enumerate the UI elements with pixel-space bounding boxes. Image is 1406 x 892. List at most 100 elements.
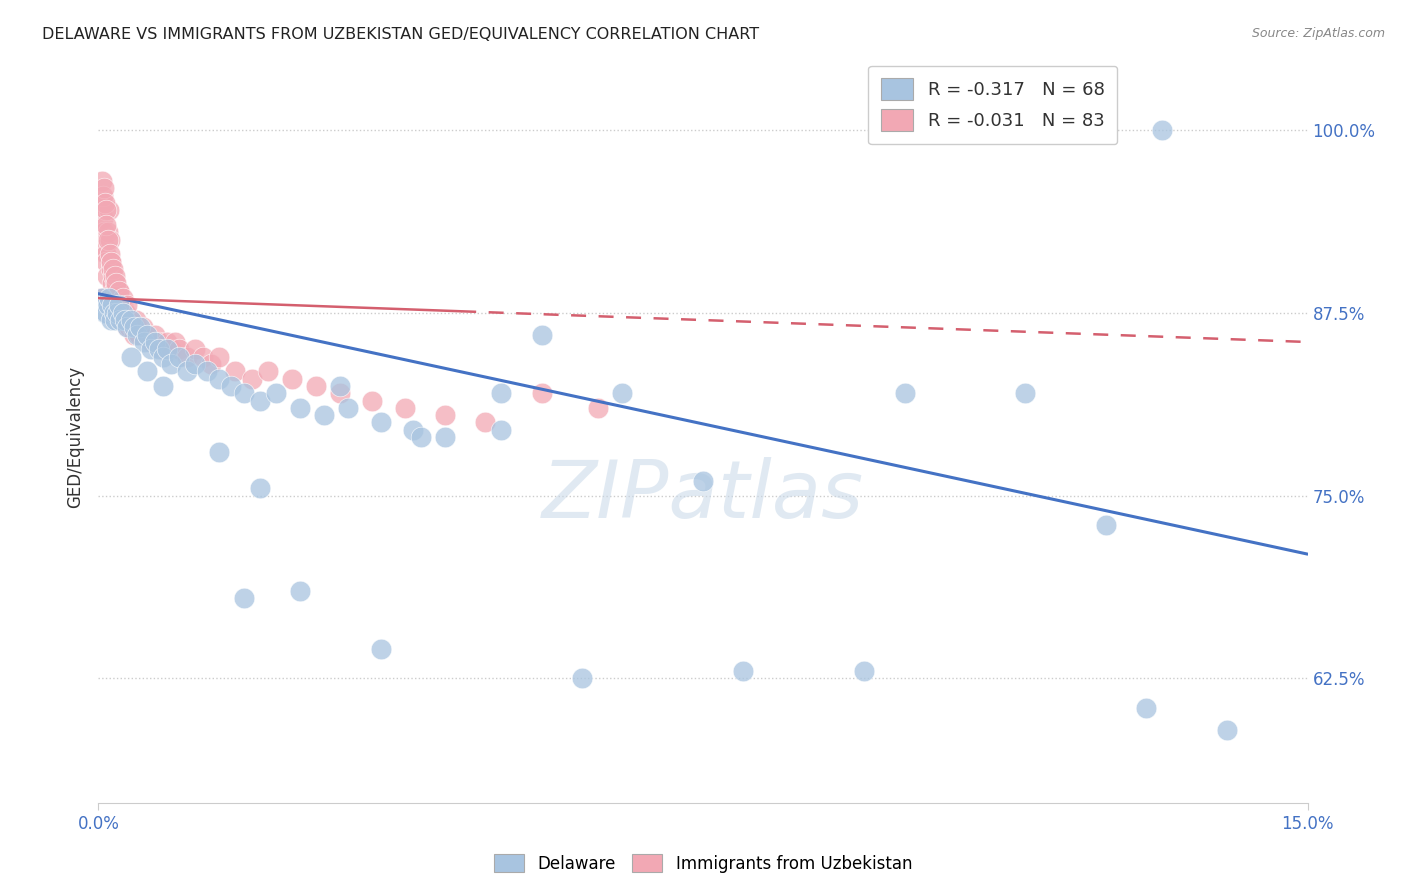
Point [121, 320, 143, 334]
Text: Source: ZipAtlas.com: Source: ZipAtlas.com [1251, 27, 1385, 40]
Point [200, 357, 222, 371]
Point [612, 386, 634, 401]
Point [127, 327, 149, 342]
Point [132, 320, 155, 334]
Point [117, 320, 139, 334]
Point [148, 334, 170, 349]
Point [117, 313, 139, 327]
Point [434, 408, 457, 422]
Point [120, 313, 142, 327]
Point [111, 313, 134, 327]
Point [329, 386, 352, 401]
Point [135, 327, 157, 342]
Point [232, 591, 254, 605]
Point [692, 474, 714, 488]
Point [96, 306, 118, 320]
Point [1014, 386, 1036, 401]
Point [122, 327, 145, 342]
Point [111, 306, 134, 320]
Point [122, 320, 145, 334]
Point [94, 196, 117, 211]
Point [96, 269, 118, 284]
Point [93, 298, 115, 312]
Point [101, 298, 124, 312]
Point [156, 343, 179, 357]
Point [108, 298, 131, 312]
Point [94, 298, 117, 312]
Point [107, 284, 129, 298]
Point [256, 364, 278, 378]
Point [152, 343, 174, 357]
Point [129, 320, 152, 334]
Point [167, 350, 190, 364]
Point [97, 298, 120, 312]
Point [114, 306, 136, 320]
Point [105, 306, 128, 320]
Point [224, 364, 246, 378]
Point [402, 423, 425, 437]
Point [98, 233, 121, 247]
Point [101, 269, 124, 284]
Point [394, 401, 416, 415]
Point [91, 188, 114, 202]
Point [434, 430, 457, 444]
Point [139, 334, 162, 349]
Point [893, 386, 915, 401]
Point [108, 306, 131, 320]
Point [135, 327, 157, 342]
Point [163, 334, 186, 349]
Point [100, 254, 122, 268]
Point [96, 218, 118, 232]
Point [105, 306, 128, 320]
Point [152, 350, 174, 364]
Point [105, 298, 128, 312]
Point [104, 313, 127, 327]
Point [93, 225, 115, 239]
Point [176, 350, 198, 364]
Point [143, 327, 166, 342]
Point [105, 277, 128, 291]
Point [97, 225, 120, 239]
Point [208, 350, 231, 364]
Point [370, 642, 392, 657]
Point [98, 247, 121, 261]
Point [117, 320, 139, 334]
Legend: Delaware, Immigrants from Uzbekistan: Delaware, Immigrants from Uzbekistan [488, 847, 918, 880]
Point [208, 444, 231, 458]
Point [111, 291, 134, 305]
Point [139, 343, 162, 357]
Point [110, 298, 132, 312]
Point [195, 364, 218, 378]
Point [104, 277, 127, 291]
Point [94, 306, 117, 320]
Point [160, 357, 183, 371]
Point [107, 291, 129, 305]
Point [101, 277, 124, 291]
Point [156, 334, 179, 349]
Point [127, 320, 149, 334]
Point [94, 240, 117, 254]
Point [94, 203, 117, 218]
Point [305, 379, 328, 393]
Point [232, 386, 254, 401]
Point [733, 664, 755, 678]
Point [100, 261, 122, 276]
Point [1216, 723, 1239, 737]
Point [91, 291, 114, 305]
Point [132, 334, 155, 349]
Point [101, 261, 124, 276]
Point [111, 306, 134, 320]
Point [90, 291, 112, 305]
Point [96, 254, 118, 268]
Point [118, 320, 141, 334]
Point [103, 306, 125, 320]
Point [103, 284, 125, 298]
Point [314, 408, 336, 422]
Point [108, 313, 131, 327]
Point [148, 343, 170, 357]
Point [112, 306, 135, 320]
Point [370, 416, 392, 430]
Point [474, 416, 496, 430]
Point [1095, 517, 1118, 532]
Point [152, 379, 174, 393]
